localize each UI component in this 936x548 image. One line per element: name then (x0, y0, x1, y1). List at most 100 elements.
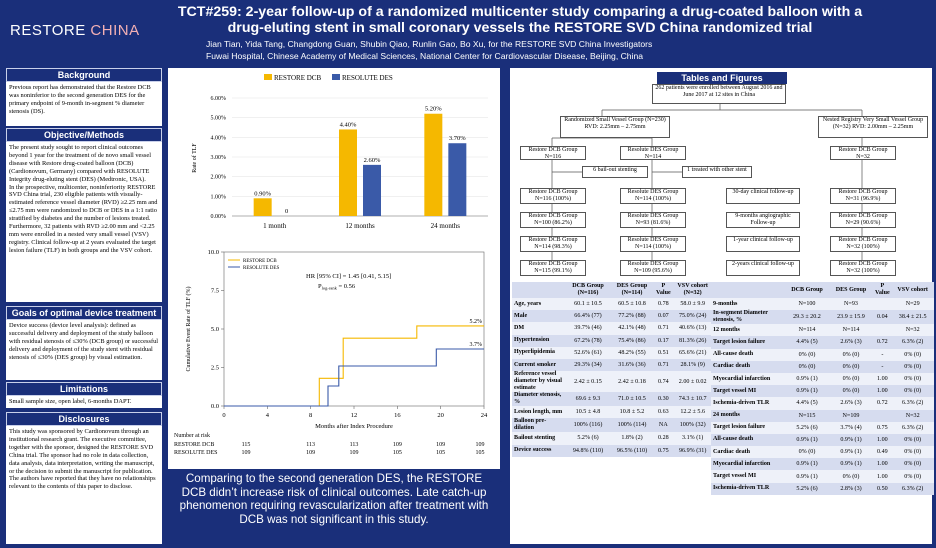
table-cell: 0.72 (877, 339, 888, 346)
table-cell: 0% (0) (798, 449, 816, 456)
table-cell: 42.1% (48) (618, 325, 646, 332)
table-cell: 0% (0) (904, 388, 922, 395)
at-risk-value: 105 (393, 450, 402, 456)
table-row: Target lesion failure 4.4% (5) 2.6% (3) 0.7… (711, 336, 934, 349)
table-cell: N=109 (842, 412, 860, 419)
table-cell: 0.9% (1) (840, 436, 862, 443)
table-row-label: Target lesion failure (713, 424, 766, 431)
table-cell: 2.00 ± 0.02 (678, 378, 707, 385)
km-ytick-label: 7.5 (211, 288, 219, 295)
flow-r3-des: Resolute DES Group N=114 (100%) (620, 236, 686, 252)
flow-r2-des: Resolute DES Group N=93 (81.6%) (620, 212, 686, 228)
table-cell: 1.00 (877, 388, 888, 395)
conclusion-text: Comparing to the second generation DES, … (179, 472, 489, 526)
table-row: All-cause death 0% (0) 0% (0) - 0% (0) (711, 348, 934, 361)
flow-r4-vsv: Restore DCB Group N=32 (100%) (830, 260, 896, 276)
table-row-label: Lesion length, mm (514, 408, 563, 415)
table-cell: 0% (0) (904, 449, 922, 456)
km-x-axis-label: Months after Index Procedure (315, 423, 393, 430)
table-row-label: Ischemia-driven TLR (713, 485, 770, 492)
flow-connectors (551, 102, 863, 260)
table-row-label: Hypertension (514, 337, 550, 344)
table-cell: 0.9% (1) (840, 461, 862, 468)
table-cell: 0.9% (1) (796, 461, 818, 468)
charts-panel: RESTORE DCB RESOLUTE DES 0.00% 1.00% 2.00% 3.… (168, 68, 500, 469)
table-cell: 28.1% (9) (680, 362, 705, 369)
bar-legend: RESTORE DCB RESOLUTE DES (264, 74, 393, 82)
table-cell: 2.8% (3) (840, 485, 862, 492)
table-cell: 4.4% (5) (796, 400, 818, 407)
table-row: Hyperlipidemia 52.6% (61) 48.2% (55) 0.51 65… (512, 346, 713, 359)
km-xtick-label: 12 (351, 412, 358, 419)
table-cell: 0% (0) (798, 363, 816, 370)
table-cell: 48.2% (55) (618, 349, 646, 356)
table-cell: 66.4% (77) (574, 313, 602, 320)
table-cell: 52.6% (61) (574, 349, 602, 356)
at-risk-value: 113 (350, 442, 359, 448)
table-header-cell (512, 282, 566, 298)
table-row: Target vessel MI 0.9% (1) 0% (0) 1.00 0% (0) (711, 385, 934, 398)
table-cell: 0.04 (877, 314, 888, 321)
authors-block: Jian Tian, Yida Tang, Changdong Guan, Sh… (206, 38, 826, 62)
table-cell: 0.71 (658, 325, 669, 332)
table-header-cell: DES Group (N=114) (616, 283, 648, 296)
table-cell: 10.5 ± 4.8 (575, 409, 601, 416)
table-cell: 3.1% (1) (682, 435, 704, 442)
bar-dcb (339, 129, 357, 216)
table-cell: 38.4 ± 21.5 (898, 314, 927, 321)
flow-r2-dcb: Restore DCB Group N=100 (86.2%) (520, 212, 586, 228)
table-row: Device success 94.8% (110) 96.5% (110) 0.75… (512, 444, 713, 457)
bar-ytick-label: 6.00% (211, 96, 227, 102)
table-header-cell: P Value (875, 283, 890, 296)
table-row: Target lesion failure 5.2% (6) 3.7% (4) 0.7… (711, 421, 934, 434)
table-row: 24 months N=115 N=109 N=32 (711, 409, 934, 422)
table-cell: 0.71 (658, 362, 669, 369)
goals-heading: Goals of optimal device treatment (6, 306, 162, 320)
table-cell: 1.00 (877, 473, 888, 480)
km-ytick-label: 5.0 (211, 326, 219, 333)
table-header-cell (711, 282, 785, 298)
flow-r2-vsv: Restore DCB Group N=29 (90.6%) (830, 212, 896, 228)
table-cell: - (881, 363, 884, 370)
table-cell: 60.5 ± 10.8 (618, 301, 646, 308)
table-cell (873, 410, 892, 422)
table-cell: 0.63 (658, 409, 669, 416)
flow-r3-dcb: Restore DCB Group N=114 (98.3%) (520, 236, 586, 252)
objective-section: The present study sought to report clini… (6, 142, 162, 302)
table-row: All-cause death 0.9% (1) 0.9% (1) 1.00 0% (0… (711, 433, 934, 447)
bar-dcb (424, 113, 443, 216)
table-row-label: Diameter stenosis, % (514, 392, 562, 406)
table-row: Lesion length, mm 10.5 ± 4.8 10.8 ± 5.2 0.6… (512, 406, 713, 419)
table-row: DM 39.7% (46) 42.1% (48) 0.71 40.6% (13) (512, 322, 713, 335)
km-legend-label-des: RESOLUTE DES (243, 266, 279, 271)
table-header-row: DCB Group DES Group P Value VSV cohort (711, 282, 934, 298)
table-row: Hypertension 67.2% (78) 75.4% (86) 0.17 81.3… (512, 334, 713, 347)
bar-ytick-label: 4.00% (211, 135, 227, 141)
table-row: Diameter stenosis, % 69.6 ± 9.3 71.0 ± 10.… (512, 392, 713, 407)
bar-value-label-des: 0 (285, 208, 288, 215)
table-row-label: 24 months (713, 412, 740, 419)
flow-other-stent: 1 treated with other stent (682, 166, 752, 178)
table-cell: 0% (0) (842, 376, 860, 383)
table-cell: 6.3% (2) (902, 424, 924, 431)
km-p-value: = 0.56 (337, 283, 356, 290)
km-xtick-label: 0 (222, 412, 225, 419)
table-row-label: Myocardial infarction (713, 460, 771, 467)
flow-bailout: 6 bail-out stenting (582, 166, 648, 178)
km-y-axis-label: Cumulative Event Rate of TLF (%) (185, 286, 192, 371)
table-cell: 0.9% (1) (796, 388, 818, 395)
affiliation-line: Fuwai Hospital, Chinese Academy of Medic… (206, 51, 644, 61)
table-cell: 6.3% (2) (902, 400, 924, 407)
legend-label-dcb: RESTORE DCB (274, 74, 321, 82)
bar-value-label-des: 2.60% (364, 157, 381, 164)
table-cell: 0% (0) (842, 363, 860, 370)
table-cell: N=32 (905, 327, 920, 334)
table-row-label: Balloon pre-dilation (514, 418, 547, 432)
disclosures-text: This study was sponsored by Cardionovum … (6, 426, 162, 544)
km-curve-des (224, 348, 484, 407)
table-cell: N=114 (798, 327, 816, 334)
km-xtick-label: 20 (437, 412, 444, 419)
table-cell: 5.2% (6) (796, 424, 818, 431)
table-cell: 0.72 (877, 400, 888, 407)
table-cell: 0.9% (1) (840, 449, 862, 456)
